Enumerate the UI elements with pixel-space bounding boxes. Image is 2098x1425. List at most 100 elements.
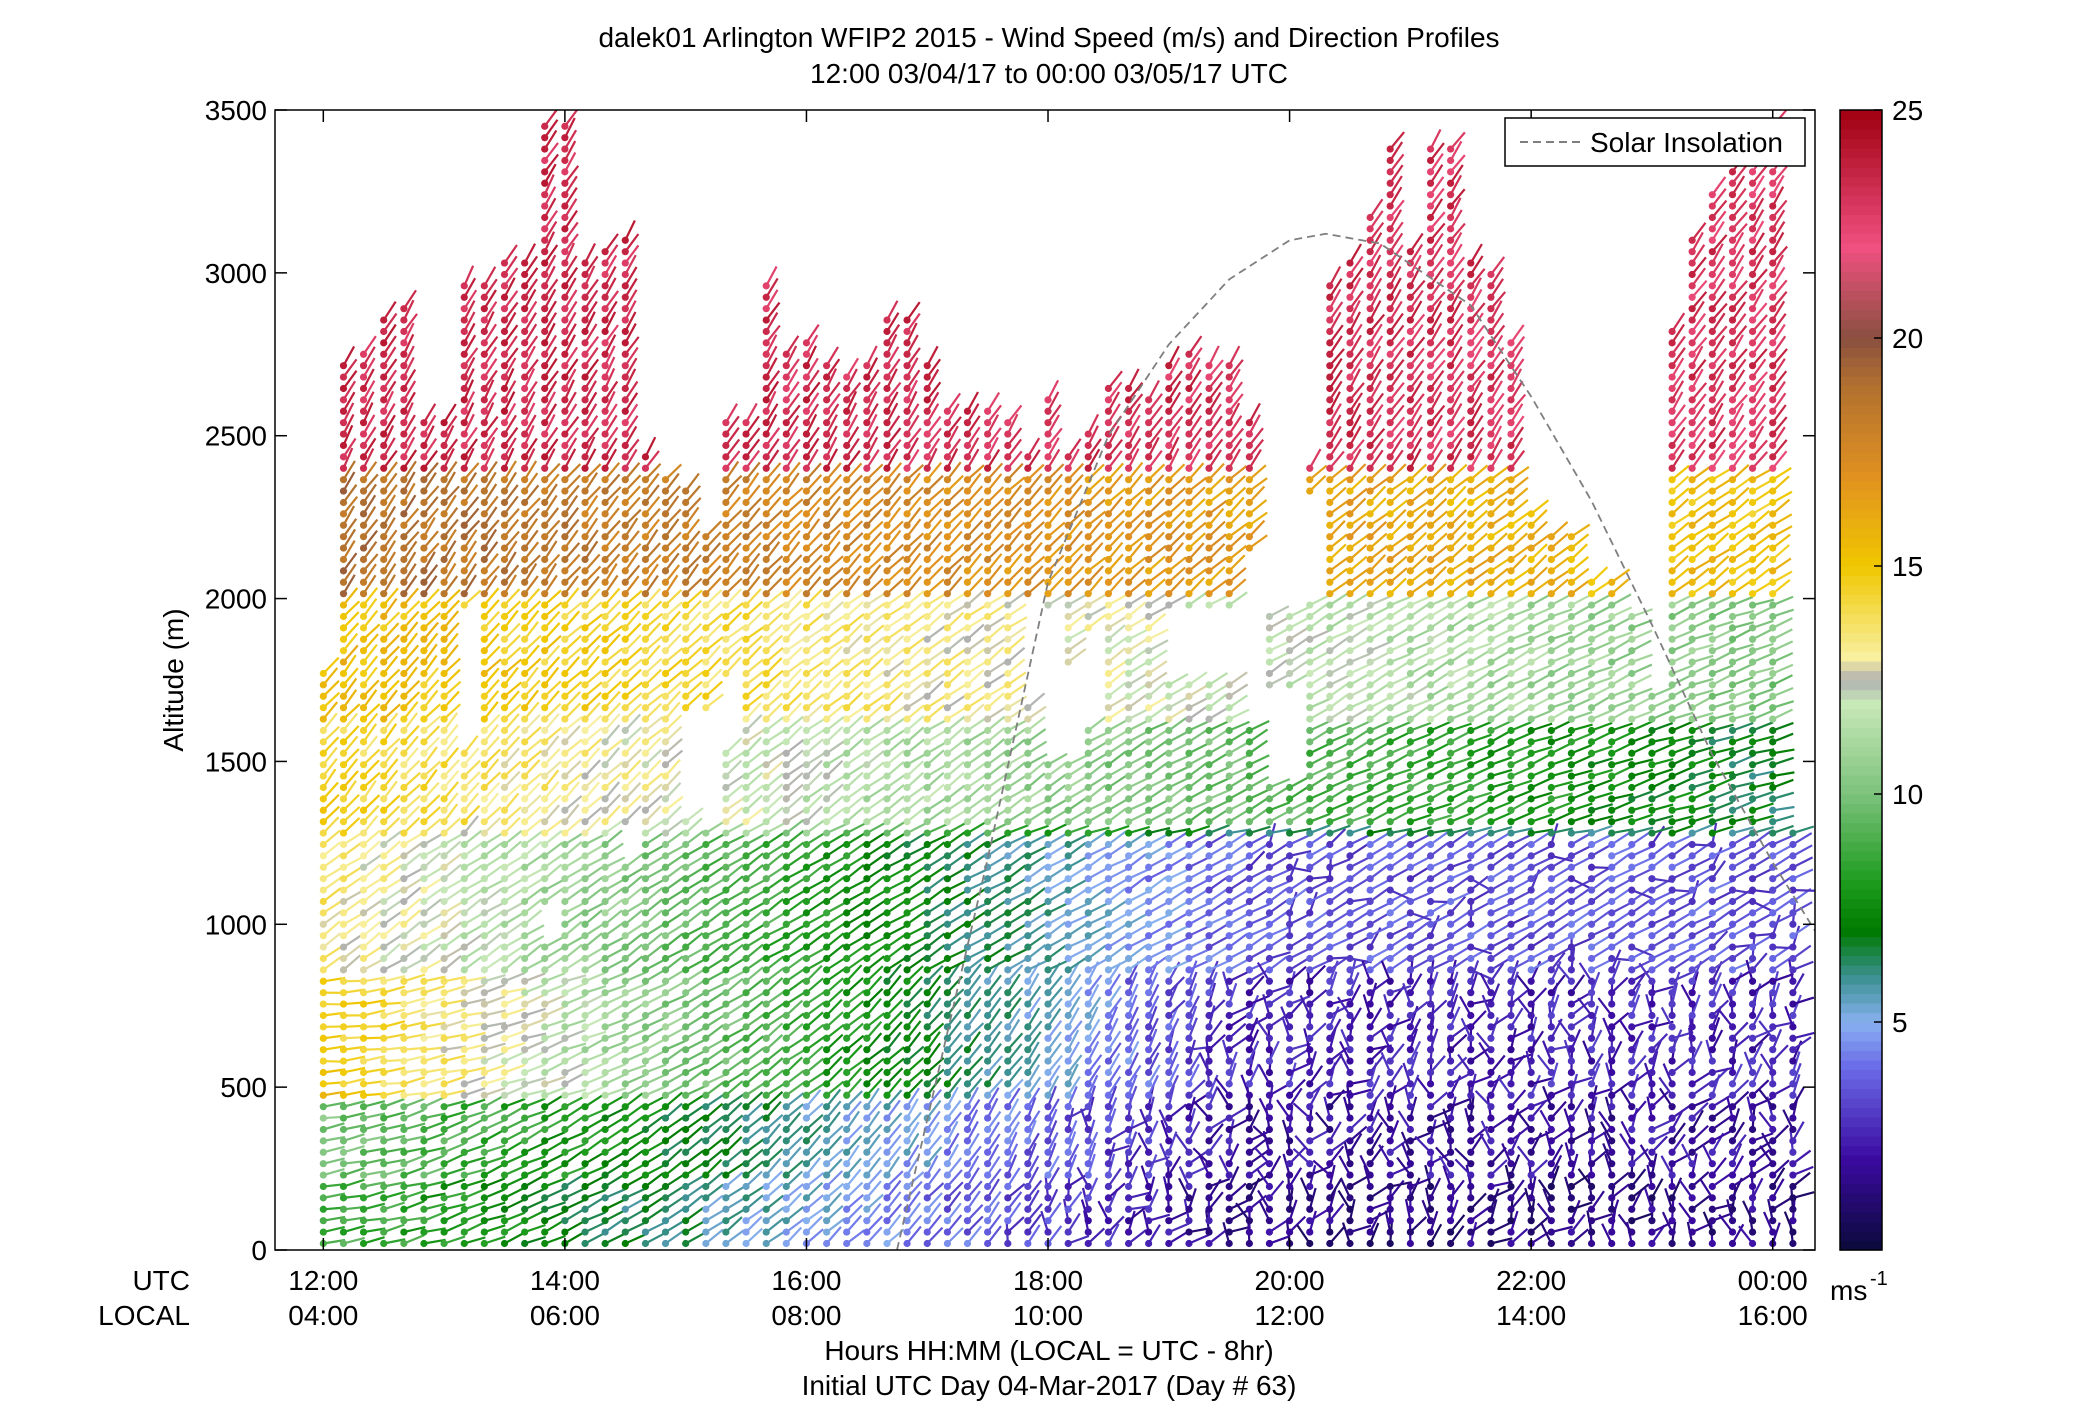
wind-barb: [362, 574, 377, 595]
wind-barb: [544, 983, 566, 994]
wind-barb: [382, 712, 399, 732]
wind-point: [420, 966, 428, 974]
wind-point: [400, 362, 408, 370]
wind-point: [480, 601, 488, 609]
wind-point: [823, 1182, 831, 1191]
wind-point: [581, 783, 589, 792]
wind-point: [782, 1080, 790, 1088]
wind-barb: [342, 793, 360, 812]
wind-barb: [443, 485, 460, 504]
wind-point: [460, 954, 468, 963]
wind-point: [621, 396, 629, 404]
wind-point: [359, 350, 368, 358]
wind-point: [380, 920, 388, 928]
wind-point: [782, 521, 790, 529]
wind-barb: [564, 702, 582, 720]
wind-point: [843, 897, 851, 906]
wind-barb: [443, 690, 460, 709]
wind-barb: [523, 782, 541, 800]
wind-point: [923, 1091, 931, 1099]
wind-point: [843, 647, 851, 655]
wind-point: [641, 1034, 650, 1042]
wind-point: [581, 419, 589, 427]
wind-barb: [584, 1085, 606, 1097]
wind-barb: [382, 323, 397, 344]
wind-barb: [463, 1178, 486, 1188]
wind-point: [500, 704, 509, 712]
wind-barb: [362, 771, 381, 789]
wind-point: [380, 909, 388, 917]
wind-point: [440, 932, 448, 940]
wind-point: [661, 1194, 670, 1202]
wind-point: [621, 943, 629, 951]
wind-point: [521, 806, 529, 814]
wind-point: [802, 1160, 811, 1168]
wind-barb: [543, 610, 561, 629]
wind-point: [500, 293, 509, 301]
wind-point: [883, 521, 891, 529]
wind-point: [923, 1217, 931, 1225]
wind-point: [843, 704, 851, 712]
wind-point: [319, 932, 327, 940]
wind-barb: [503, 437, 517, 458]
wind-point: [339, 966, 348, 974]
wind-barb: [383, 1168, 406, 1177]
wind-point: [702, 567, 710, 575]
wind-barb: [342, 505, 356, 526]
wind-point: [621, 749, 629, 757]
wind-point: [440, 669, 448, 678]
wind-barb: [423, 472, 437, 492]
wind-point: [319, 1000, 327, 1008]
wind-point: [500, 407, 509, 415]
wind-point: [359, 441, 368, 450]
wind-point: [943, 772, 952, 780]
wind-point: [802, 1000, 811, 1008]
wind-point: [742, 1194, 750, 1202]
wind-point: [420, 430, 428, 438]
wind-barb: [423, 806, 441, 823]
wind-point: [521, 829, 529, 837]
wind-point: [380, 658, 388, 666]
wind-barb: [503, 1129, 525, 1142]
wind-point: [380, 362, 388, 370]
wind-point: [883, 795, 891, 803]
wind-barb: [423, 600, 441, 618]
wind-barb: [363, 1067, 386, 1074]
wind-barb: [403, 816, 421, 834]
wind-barb: [362, 540, 378, 561]
wind-point: [762, 1057, 770, 1065]
wind-point: [480, 1125, 488, 1134]
wind-barb: [322, 746, 338, 766]
wind-barb: [564, 566, 582, 584]
wind-point: [943, 875, 952, 883]
wind-point: [782, 635, 790, 643]
wind-point: [561, 441, 569, 450]
wind-point: [863, 875, 871, 883]
wind-point: [521, 669, 529, 678]
wind-point: [782, 624, 790, 632]
wind-point: [440, 1160, 448, 1168]
wind-point: [722, 897, 730, 906]
wind-barb: [383, 1181, 406, 1188]
wind-barb: [402, 313, 418, 333]
wind-point: [500, 1160, 509, 1168]
wind-point: [863, 590, 871, 598]
wind-point: [742, 567, 750, 575]
wind-barb: [503, 335, 518, 355]
wind-point: [782, 350, 790, 358]
wind-barb: [503, 588, 521, 606]
wind-point: [561, 498, 569, 507]
wind-point: [581, 806, 589, 814]
wind-point: [722, 498, 730, 507]
wind-point: [380, 590, 388, 598]
wind-point: [883, 954, 891, 963]
wind-barb: [543, 781, 560, 800]
wind-point: [521, 487, 529, 495]
wind-point: [903, 396, 911, 404]
wind-point: [440, 943, 448, 951]
wind-point: [923, 886, 931, 894]
wind-point: [843, 590, 851, 598]
wind-point: [782, 419, 790, 427]
wind-point: [843, 453, 851, 461]
wind-point: [903, 932, 911, 940]
